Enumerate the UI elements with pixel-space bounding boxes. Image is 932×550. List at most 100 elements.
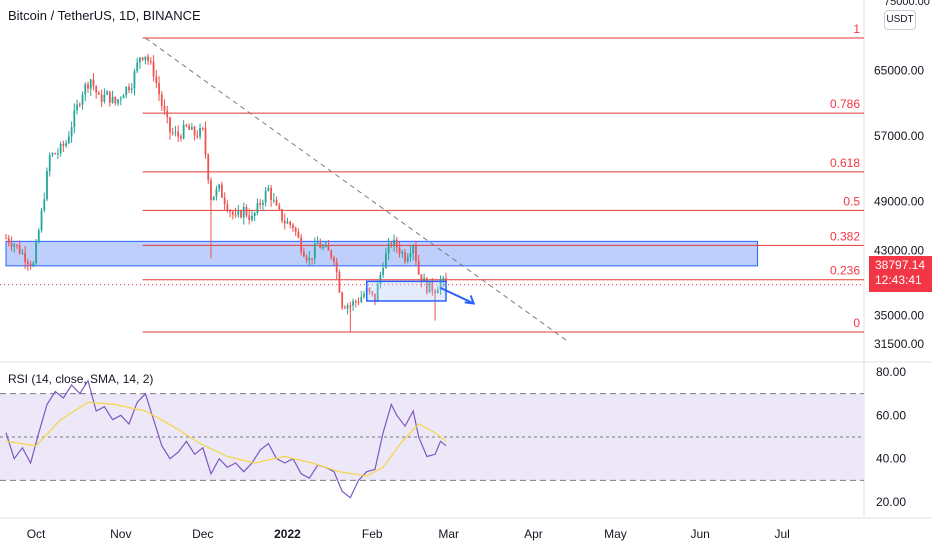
top-price-tick: 75000.00 <box>884 0 930 8</box>
candle-body <box>128 86 130 91</box>
rsi-ma-line <box>5 401 447 477</box>
range-box <box>365 280 447 302</box>
candle-body <box>264 190 267 203</box>
time-axis-tick: Nov <box>110 527 131 541</box>
candle-body <box>100 94 103 102</box>
candle-body <box>193 126 196 136</box>
candle-body <box>357 301 360 303</box>
candle-body <box>319 242 322 249</box>
candle-body <box>5 238 7 240</box>
time-axis-tick: May <box>604 527 627 541</box>
last-price-tag: 38797.14 12:43:41 <box>869 256 932 292</box>
candle-body <box>374 293 376 302</box>
candle-body <box>62 143 65 146</box>
time-axis-tick: Jul <box>774 527 789 541</box>
candle-body <box>141 57 144 60</box>
candle-body <box>387 243 390 254</box>
trendline <box>145 37 567 341</box>
candle-body <box>92 79 95 87</box>
candle-body <box>335 261 338 273</box>
candle-body <box>302 251 305 257</box>
candle-body <box>76 104 78 111</box>
candle-body <box>234 214 237 216</box>
target-arrow-head <box>464 295 476 305</box>
price-axis-tick: 57000.00 <box>874 129 924 143</box>
candle-body <box>428 281 431 293</box>
candle-body <box>155 76 158 84</box>
candle-body <box>166 110 169 118</box>
candle-body <box>139 57 141 63</box>
fib-level-label: 0.5 <box>843 194 860 208</box>
candle-body <box>163 105 166 111</box>
candle-body <box>248 215 251 220</box>
candle-body <box>333 257 335 262</box>
candle-body <box>327 245 330 251</box>
candle-body <box>158 83 160 95</box>
candle-body <box>144 56 147 60</box>
candle-body <box>84 84 87 95</box>
time-axis-tick: Mar <box>438 527 459 541</box>
candle-body <box>283 220 286 224</box>
candle-body <box>70 127 73 137</box>
candle-body <box>292 224 294 229</box>
candle-body <box>371 291 374 294</box>
candle-body <box>21 252 24 254</box>
candle-body <box>390 243 393 246</box>
candle-body <box>401 252 404 254</box>
candle-body <box>417 261 420 275</box>
candle-body <box>59 143 62 154</box>
candle-body <box>363 293 365 298</box>
candle-body <box>95 86 98 93</box>
candle-body <box>174 131 177 133</box>
price-axis-tick: 31500.00 <box>874 337 924 351</box>
last-price-value: 38797.14 <box>875 258 926 272</box>
candle-body <box>7 238 10 243</box>
candle-body <box>169 117 171 133</box>
time-axis-tick: Dec <box>192 527 213 541</box>
candle-body <box>352 301 354 306</box>
candle-body <box>10 242 13 247</box>
candle-body <box>171 132 174 134</box>
candle-body <box>393 239 395 246</box>
candle-body <box>439 280 442 290</box>
candle-body <box>48 155 51 172</box>
candle-body <box>207 154 210 181</box>
candle-body <box>409 253 412 257</box>
target-arrow <box>440 286 475 305</box>
candle-body <box>275 199 278 206</box>
candle-body <box>180 136 182 139</box>
candle-body <box>354 301 357 303</box>
candle-body <box>406 256 409 262</box>
rsi-axis-tick: 60.00 <box>876 408 906 422</box>
candle-body <box>431 281 434 292</box>
candle-body <box>300 237 303 252</box>
fib-level-label: 0 <box>853 316 860 330</box>
candle-body <box>32 263 35 266</box>
candle-body <box>338 272 341 293</box>
fib-level-label: 0.382 <box>830 229 860 243</box>
currency-button[interactable]: USDT <box>884 10 916 30</box>
candle-body <box>436 289 439 294</box>
candle-body <box>229 210 231 212</box>
candle-body <box>204 128 207 155</box>
candle-body <box>289 221 292 225</box>
candle-body <box>308 258 311 261</box>
candle-body <box>67 136 70 144</box>
candle-body <box>420 274 423 283</box>
candle-body <box>122 95 125 99</box>
time-axis-tick: Apr <box>524 527 543 541</box>
candle-body <box>398 247 401 254</box>
candle-body <box>346 305 349 309</box>
candle-body <box>199 128 201 137</box>
candle-body <box>119 98 122 100</box>
candle-body <box>360 297 363 303</box>
candle-body <box>177 131 180 137</box>
candle-body <box>65 143 68 146</box>
candle-body <box>231 211 234 215</box>
candle-body <box>196 135 199 137</box>
candle-body <box>382 268 385 275</box>
candle-body <box>316 242 319 244</box>
candle-body <box>133 71 136 89</box>
rsi-axis-tick: 80.00 <box>876 365 906 379</box>
